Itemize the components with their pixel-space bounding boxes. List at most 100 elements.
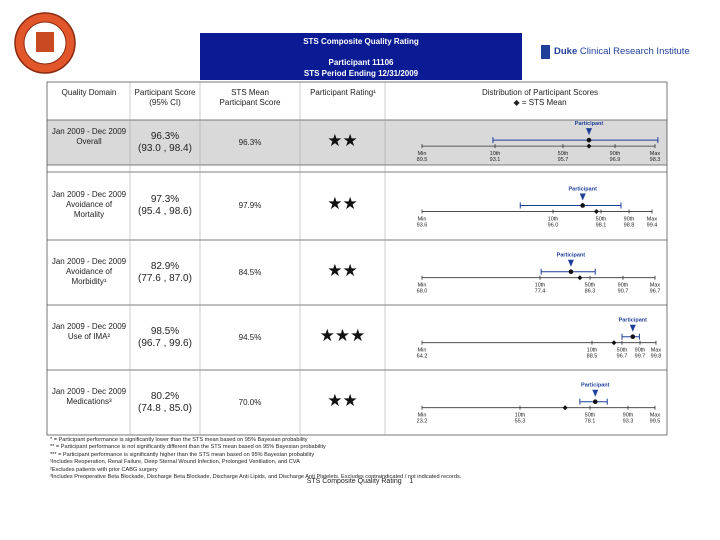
dist-value: 98.1 (596, 222, 607, 228)
dist-label: Max (650, 283, 661, 289)
dist-label: 10th (515, 413, 526, 419)
dist-value: 77.4 (535, 289, 546, 295)
institute: Duke Clinical Research Institute (554, 46, 690, 57)
period: Jan 2009 - Dec 2009 (51, 126, 127, 136)
dist-value: 93.6 (417, 222, 428, 228)
dist-value: 98.3 (650, 157, 661, 163)
brand: Duke (554, 46, 578, 57)
dist-label: Max (650, 413, 661, 419)
domain: Avoidance of Mortality (65, 200, 113, 219)
score-dot (592, 399, 598, 405)
participant-arrow (586, 128, 592, 136)
score-dot (586, 137, 592, 143)
dist-value: 99.7 (635, 354, 646, 360)
dist-label: Min (418, 413, 427, 419)
dist-value: 88.5 (587, 354, 598, 360)
participant-label: Participant (575, 121, 604, 127)
participant-arrow (592, 389, 599, 397)
seal-emblem (36, 32, 54, 52)
institute-name: Clinical Research Institute (579, 46, 690, 57)
sts-diamond (586, 143, 592, 149)
dist-label: 10th (587, 348, 598, 354)
footnote: ³Includes Preoperative Beta Blockade, Di… (50, 474, 462, 481)
ci: (74.8 , 85.0) (138, 402, 192, 414)
rating: ★★★ (319, 325, 366, 345)
page-number: 1 (409, 478, 414, 485)
score: 80.2% (150, 390, 180, 402)
dist-value: 89.5 (417, 157, 428, 163)
dist-value: 98.8 (624, 222, 635, 228)
dist-label: 50th (558, 151, 569, 157)
participant-arrow (567, 259, 574, 267)
ci: (77.6 , 87.0) (138, 272, 192, 284)
footnote: ¹Includes Reoperation, Renal Failure, De… (50, 459, 300, 466)
sts-diamond (593, 208, 599, 214)
domain-cell: Jan 2009 - Dec 2009 Avoidance of Mortalit… (50, 190, 128, 220)
footnote: * = Participant performance is significa… (50, 437, 308, 443)
col-header: Participant Rating¹ (310, 88, 376, 97)
domain: Overall (76, 136, 102, 146)
dist-value: 99.8 (651, 354, 662, 360)
col-header: STS Mean Participant Score (219, 88, 281, 107)
dist-value: 96.0 (548, 222, 559, 228)
dist-label: Min (418, 151, 427, 157)
domain: Avoidance of Morbidity¹ (65, 266, 113, 286)
dist-label: 90th (618, 283, 629, 289)
title-box (200, 33, 522, 80)
footnotes: * = Participant performance is significa… (50, 437, 461, 481)
dist-label: 90th (610, 151, 621, 157)
footnote: ²Excludes patients with prior CABG surge… (50, 466, 158, 473)
dist-label: 90th (624, 216, 635, 222)
rating: ★★ (327, 390, 358, 410)
footer-title: STS Composite Quality Rating (306, 478, 402, 485)
dist-label: Max (651, 348, 662, 354)
dist-label: Min (418, 216, 427, 222)
participant: Participant 11106 (328, 58, 394, 67)
dist-value: 78.1 (585, 419, 596, 425)
col-header: Participant Score (95% CI) (134, 88, 196, 107)
participant-label: Participant (619, 318, 648, 324)
score-dot (630, 334, 636, 340)
score: 82.9% (150, 260, 180, 272)
sts-mean: 70.0% (238, 397, 262, 407)
score-cell: 96.3% (93.0 , 98.4) (132, 131, 198, 155)
footnote: *** = Participant performance is signifi… (50, 451, 315, 458)
dist-value: 68.0 (417, 289, 428, 295)
dist-value: 93.3 (623, 419, 634, 425)
dist-value: 55.3 (515, 419, 526, 425)
ci: (93.0 , 98.4) (138, 142, 192, 154)
score: 96.3% (150, 130, 180, 142)
sts-diamond (577, 275, 583, 281)
sts-mean: 97.9% (238, 201, 262, 210)
domain-cell: Jan 2009 - Dec 2009 Medications³ (50, 387, 128, 407)
rating: ★★ (327, 194, 358, 213)
period: Jan 2009 - Dec 2009 (51, 321, 127, 331)
domain-cell: Jan 2009 - Dec 2009 Overall (50, 127, 128, 147)
score-cell: 80.2% (74.8 , 85.0) (132, 391, 198, 415)
score-cell: 82.9% (77.6 , 87.0) (132, 261, 198, 285)
period: Jan 2009 - Dec 2009 (51, 386, 127, 396)
score: 98.5% (150, 325, 180, 337)
participant-arrow (629, 324, 636, 332)
dist-value: 96.9 (610, 157, 621, 163)
participant-label: Participant (557, 253, 586, 259)
period: Jan 2009 - Dec 2009 (51, 190, 127, 199)
score: 97.3% (150, 194, 180, 205)
dist-value: 96.7 (617, 354, 628, 360)
dist-value: 23.2 (417, 419, 428, 425)
dist-value: 90.7 (618, 289, 629, 295)
dist-value: 93.1 (490, 157, 501, 163)
dist-label: 10th (548, 216, 559, 222)
score-dot (568, 269, 574, 275)
dist-label: 50th (585, 413, 596, 419)
score-dot (580, 203, 586, 208)
footnote: ** = Participant performance is not sign… (50, 444, 326, 451)
domain-cell: Jan 2009 - Dec 2009 Avoidance of Morbidit… (50, 257, 128, 287)
sts-mean: 94.5% (238, 332, 262, 342)
score-cell: 97.3% (95.4 , 98.6) (132, 194, 198, 218)
dist-value: 99.4 (647, 222, 658, 228)
dist-label: 10th (535, 283, 546, 289)
ci: (95.4 , 98.6) (138, 206, 192, 217)
dist-label: 50th (585, 283, 596, 289)
